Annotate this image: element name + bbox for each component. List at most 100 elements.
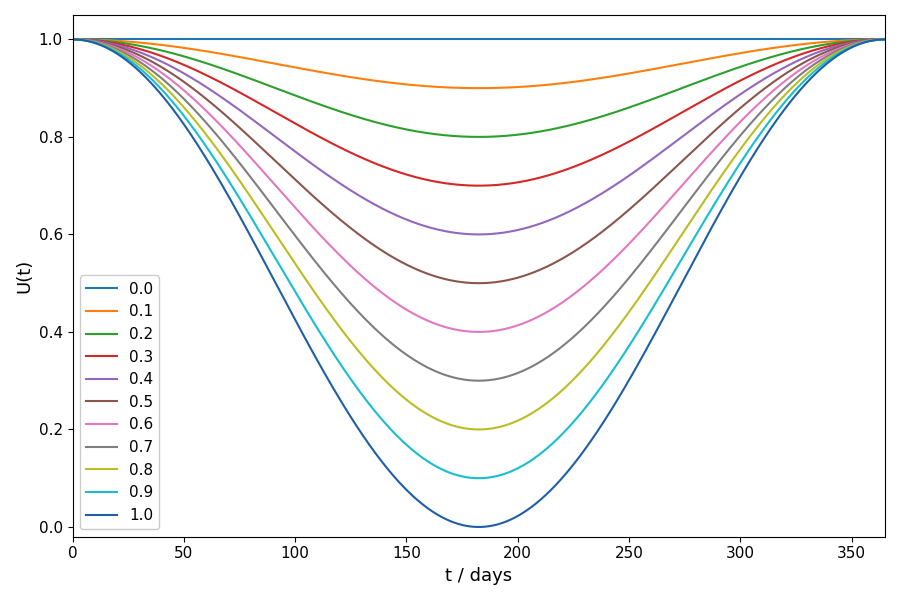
Line: 0.8: 0.8 [73, 40, 885, 430]
0.4 [879, 36, 890, 43]
0.2 [150, 46, 161, 53]
0.3 [150, 50, 161, 58]
0.0 [68, 36, 78, 43]
0.9 [473, 475, 484, 482]
0.4 [701, 115, 712, 122]
0.5 [879, 36, 890, 43]
0.6 [150, 65, 161, 72]
0.1 [396, 80, 407, 88]
1.0 [473, 523, 484, 530]
0.7 [68, 36, 78, 43]
0.8 [716, 172, 727, 179]
0.6 [701, 154, 712, 161]
1.0 [701, 233, 712, 240]
0.5 [150, 60, 161, 67]
0.8 [396, 392, 407, 399]
0.1 [626, 70, 636, 77]
0.6 [716, 138, 727, 145]
0.3 [425, 177, 436, 184]
Line: 1.0: 1.0 [73, 40, 885, 527]
0.9 [701, 213, 712, 220]
Line: 0.1: 0.1 [73, 40, 885, 88]
0.9 [879, 36, 890, 43]
0.5 [701, 134, 712, 142]
0.4 [626, 170, 636, 178]
1.0 [879, 36, 890, 43]
0.3 [396, 169, 407, 176]
0.4 [68, 36, 78, 43]
0.5 [473, 280, 484, 287]
0.9 [716, 189, 727, 196]
0.8 [473, 426, 484, 433]
0.2 [425, 130, 436, 137]
0.8 [879, 36, 890, 43]
0.9 [68, 36, 78, 43]
0.0 [879, 36, 890, 43]
0.7 [150, 70, 161, 77]
0.4 [716, 104, 727, 111]
0.8 [68, 36, 78, 43]
0.9 [150, 79, 161, 86]
0.7 [879, 36, 890, 43]
0.3 [473, 182, 484, 189]
0.7 [396, 347, 407, 355]
0.3 [716, 87, 727, 94]
0.0 [396, 36, 407, 43]
0.0 [150, 36, 161, 43]
Line: 0.2: 0.2 [73, 40, 885, 137]
1.0 [68, 36, 78, 43]
0.4 [150, 55, 161, 62]
0.6 [68, 36, 78, 43]
0.6 [626, 238, 636, 245]
0.4 [396, 214, 407, 221]
0.7 [716, 155, 727, 162]
0.3 [879, 36, 890, 43]
0.2 [879, 36, 890, 43]
0.4 [425, 224, 436, 231]
0.7 [701, 173, 712, 181]
0.6 [473, 328, 484, 335]
0.2 [396, 125, 407, 132]
0.2 [626, 103, 636, 110]
0.6 [425, 318, 436, 325]
1.0 [150, 84, 161, 91]
0.5 [425, 271, 436, 278]
0.0 [716, 36, 726, 43]
0.8 [626, 305, 636, 313]
0.9 [425, 460, 436, 467]
1.0 [396, 481, 407, 488]
0.1 [425, 83, 436, 90]
1.0 [716, 206, 727, 213]
0.3 [626, 137, 636, 144]
0.1 [716, 53, 727, 60]
0.3 [68, 36, 78, 43]
Legend: 0.0, 0.1, 0.2, 0.3, 0.4, 0.5, 0.6, 0.7, 0.8, 0.9, 1.0: 0.0, 0.1, 0.2, 0.3, 0.4, 0.5, 0.6, 0.7, … [80, 275, 159, 529]
Line: 0.5: 0.5 [73, 40, 885, 283]
0.1 [473, 85, 484, 92]
Y-axis label: U(t): U(t) [15, 259, 33, 293]
0.2 [473, 133, 484, 140]
0.3 [701, 95, 712, 102]
0.1 [68, 36, 78, 43]
0.2 [716, 70, 727, 77]
0.0 [701, 36, 712, 43]
0.1 [701, 55, 712, 62]
1.0 [425, 506, 436, 514]
0.5 [716, 121, 727, 128]
Line: 0.9: 0.9 [73, 40, 885, 478]
0.2 [68, 36, 78, 43]
0.6 [396, 303, 407, 310]
0.5 [68, 36, 78, 43]
0.1 [879, 36, 890, 43]
0.5 [626, 204, 636, 211]
Line: 0.6: 0.6 [73, 40, 885, 332]
0.7 [626, 272, 636, 279]
0.9 [626, 339, 636, 346]
0.5 [396, 258, 407, 265]
0.9 [396, 436, 407, 443]
0.0 [625, 36, 635, 43]
0.0 [425, 36, 436, 43]
Line: 0.4: 0.4 [73, 40, 885, 235]
0.8 [150, 74, 161, 82]
Line: 0.7: 0.7 [73, 40, 885, 380]
